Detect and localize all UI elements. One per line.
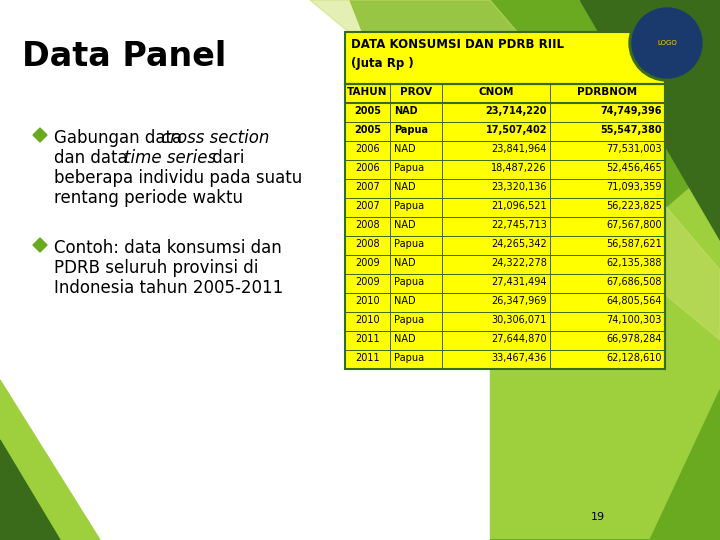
Text: rentang periode waktu: rentang periode waktu bbox=[54, 189, 243, 207]
Text: 56,587,621: 56,587,621 bbox=[606, 239, 662, 249]
Text: 24,322,278: 24,322,278 bbox=[491, 258, 547, 268]
Text: 2007: 2007 bbox=[355, 201, 380, 211]
Text: NAD: NAD bbox=[394, 144, 415, 154]
Text: 23,320,136: 23,320,136 bbox=[492, 182, 547, 192]
Text: 67,686,508: 67,686,508 bbox=[606, 277, 662, 287]
Text: 30,306,071: 30,306,071 bbox=[492, 315, 547, 325]
Text: NAD: NAD bbox=[394, 296, 415, 306]
Circle shape bbox=[629, 5, 705, 81]
Text: NAD: NAD bbox=[394, 334, 415, 344]
Text: 2008: 2008 bbox=[355, 239, 380, 249]
Circle shape bbox=[632, 8, 702, 78]
Text: 2006: 2006 bbox=[355, 163, 380, 173]
Text: 22,745,713: 22,745,713 bbox=[491, 220, 547, 230]
Text: 2005: 2005 bbox=[354, 106, 381, 116]
Polygon shape bbox=[490, 0, 720, 540]
Text: 2011: 2011 bbox=[355, 334, 380, 344]
Text: PDRBNOM: PDRBNOM bbox=[577, 87, 638, 97]
Text: 23,714,220: 23,714,220 bbox=[485, 106, 547, 116]
Text: time series: time series bbox=[124, 149, 216, 167]
Polygon shape bbox=[33, 128, 47, 142]
Text: 2005: 2005 bbox=[354, 125, 381, 135]
Text: 2011: 2011 bbox=[355, 353, 380, 363]
Text: Papua: Papua bbox=[394, 125, 428, 135]
Text: Gabungan data: Gabungan data bbox=[54, 129, 187, 147]
Text: 2008: 2008 bbox=[355, 220, 380, 230]
Text: 27,431,494: 27,431,494 bbox=[492, 277, 547, 287]
Text: 62,135,388: 62,135,388 bbox=[606, 258, 662, 268]
Text: 64,805,564: 64,805,564 bbox=[606, 296, 662, 306]
Text: TAHUN: TAHUN bbox=[347, 87, 388, 97]
Text: 74,749,396: 74,749,396 bbox=[600, 106, 662, 116]
Text: PDRB seluruh provinsi di: PDRB seluruh provinsi di bbox=[54, 259, 258, 277]
Polygon shape bbox=[310, 0, 720, 340]
Polygon shape bbox=[0, 440, 60, 540]
Text: Papua: Papua bbox=[394, 201, 424, 211]
Text: 62,128,610: 62,128,610 bbox=[606, 353, 662, 363]
Text: 77,531,003: 77,531,003 bbox=[606, 144, 662, 154]
Polygon shape bbox=[0, 380, 100, 540]
Text: Papua: Papua bbox=[394, 315, 424, 325]
Text: Papua: Papua bbox=[394, 353, 424, 363]
Text: 74,100,303: 74,100,303 bbox=[607, 315, 662, 325]
Text: 2006: 2006 bbox=[355, 144, 380, 154]
Polygon shape bbox=[350, 0, 720, 360]
Text: Papua: Papua bbox=[394, 277, 424, 287]
Text: DATA KONSUMSI DAN PDRB RIIL: DATA KONSUMSI DAN PDRB RIIL bbox=[351, 38, 564, 51]
Text: NAD: NAD bbox=[394, 106, 418, 116]
Text: 66,978,284: 66,978,284 bbox=[606, 334, 662, 344]
Text: dan data: dan data bbox=[54, 149, 133, 167]
Text: LOGO: LOGO bbox=[657, 40, 677, 46]
Text: NAD: NAD bbox=[394, 220, 415, 230]
Text: 33,467,436: 33,467,436 bbox=[492, 353, 547, 363]
Text: 26,347,969: 26,347,969 bbox=[492, 296, 547, 306]
Text: 23,841,964: 23,841,964 bbox=[492, 144, 547, 154]
Text: Papua: Papua bbox=[394, 163, 424, 173]
Text: 2009: 2009 bbox=[355, 258, 380, 268]
Text: 52,456,465: 52,456,465 bbox=[606, 163, 662, 173]
Text: PROV: PROV bbox=[400, 87, 432, 97]
Text: 71,093,359: 71,093,359 bbox=[606, 182, 662, 192]
Text: 24,265,342: 24,265,342 bbox=[491, 239, 547, 249]
Text: CNOM: CNOM bbox=[478, 87, 514, 97]
Polygon shape bbox=[580, 0, 720, 240]
Text: 17,507,402: 17,507,402 bbox=[485, 125, 547, 135]
Text: Papua: Papua bbox=[394, 239, 424, 249]
Text: 2010: 2010 bbox=[355, 315, 380, 325]
Polygon shape bbox=[33, 238, 47, 252]
Text: Data Panel: Data Panel bbox=[22, 40, 226, 73]
Text: 55,547,380: 55,547,380 bbox=[600, 125, 662, 135]
Text: Contoh: data konsumsi dan: Contoh: data konsumsi dan bbox=[54, 239, 282, 257]
Text: 19: 19 bbox=[591, 512, 605, 522]
Text: cross section: cross section bbox=[161, 129, 269, 147]
Text: 21,096,521: 21,096,521 bbox=[491, 201, 547, 211]
Text: NAD: NAD bbox=[394, 182, 415, 192]
FancyBboxPatch shape bbox=[345, 84, 665, 369]
Text: 2009: 2009 bbox=[355, 277, 380, 287]
Text: 2010: 2010 bbox=[355, 296, 380, 306]
Polygon shape bbox=[490, 390, 720, 540]
Text: 27,644,870: 27,644,870 bbox=[491, 334, 547, 344]
Text: dari: dari bbox=[207, 149, 244, 167]
Text: 18,487,226: 18,487,226 bbox=[491, 163, 547, 173]
Text: NAD: NAD bbox=[394, 258, 415, 268]
Text: 56,223,825: 56,223,825 bbox=[606, 201, 662, 211]
Text: 67,567,800: 67,567,800 bbox=[606, 220, 662, 230]
FancyBboxPatch shape bbox=[345, 32, 665, 84]
Text: (Juta Rp ): (Juta Rp ) bbox=[351, 57, 414, 70]
Text: Indonesia tahun 2005-2011: Indonesia tahun 2005-2011 bbox=[54, 279, 283, 297]
Text: beberapa individu pada suatu: beberapa individu pada suatu bbox=[54, 169, 302, 187]
Text: 2007: 2007 bbox=[355, 182, 380, 192]
